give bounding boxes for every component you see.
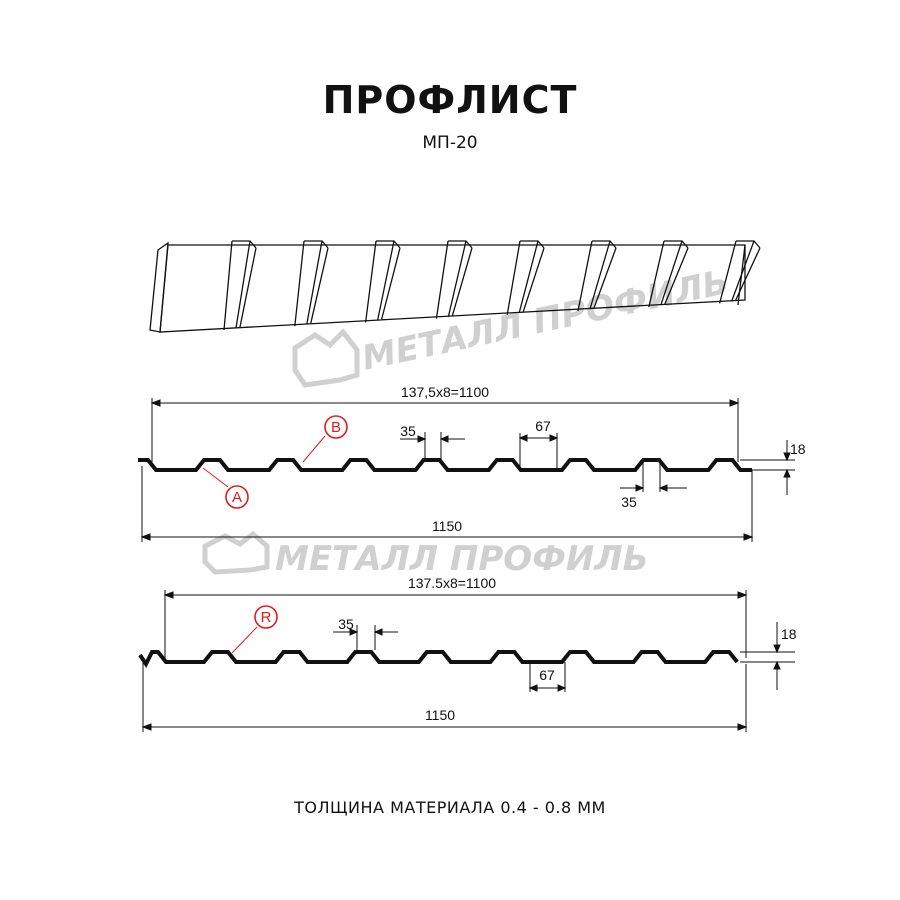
top-width-label-a: 35 [400,423,416,439]
pitch-label-a: 137,5x8=1100 [401,384,489,400]
profile-a [138,398,795,542]
bottom-width-label-a: 35 [621,494,637,510]
profile-a-line [138,458,752,472]
sheet-3d-view [149,240,761,333]
pitch-label-r: 137.5x8=1100 [408,575,496,591]
top-width-label-r: 35 [338,616,354,632]
watermark-text: МЕТАЛЛ ПРОФИЛЬ [359,262,733,379]
profile-r-line [138,650,739,668]
marker-r: R [261,609,272,626]
page-title: ПРОФЛИСТ [322,78,578,122]
page-subtitle: МП-20 [422,133,478,153]
marker-a: A [232,489,242,506]
profile-r [138,590,795,732]
crest-label-a: 67 [535,418,551,434]
watermark-text: МЕТАЛЛ ПРОФИЛЬ [275,539,649,579]
width-label-a: 1150 [432,518,462,534]
width-label-r: 1150 [425,707,455,723]
height-label-a: 18 [790,441,806,457]
marker-b: B [331,419,341,436]
crest-label-r: 67 [539,667,555,683]
material-thickness: ТОЛЩИНА МАТЕРИАЛА 0.4 - 0.8 ММ [294,798,606,817]
height-label-r: 18 [781,626,797,642]
watermark-logo-2: МЕТАЛЛ ПРОФИЛЬ [202,530,649,579]
